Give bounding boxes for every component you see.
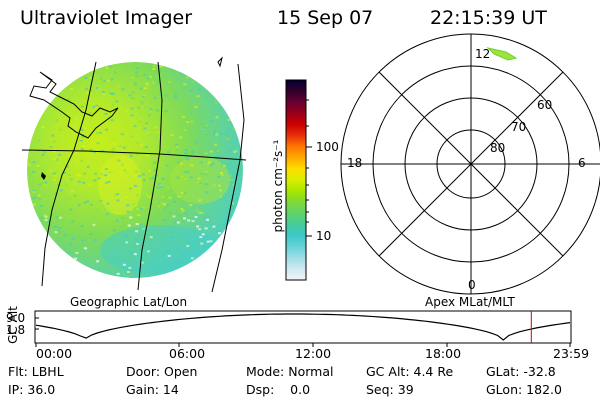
altitude-ytick-9: 9.0 — [6, 311, 26, 325]
status-mode: Mode: Normal — [246, 364, 334, 379]
lat-label-70: 70 — [511, 120, 527, 134]
coastline — [29, 71, 119, 139]
altitude-ytick-1-8: 1.8 — [6, 323, 26, 337]
colorbar — [285, 79, 307, 281]
status-seq: Seq: 39 — [366, 382, 414, 397]
mlt-label-6: 6 — [578, 156, 586, 170]
time-label: 22:15:39 UT — [430, 7, 547, 29]
status-ip: IP: 36.0 — [8, 382, 56, 397]
colorbar-tick-10: 10 — [316, 229, 332, 243]
xtick-2359: 23:59 — [553, 346, 590, 361]
geo-panel-label: Geographic Lat/Lon — [70, 295, 188, 309]
status-gc-alt: GC Alt: 4.4 Re — [366, 364, 454, 379]
status-glat: GLat: -32.8 — [486, 364, 556, 379]
lat-label-80: 80 — [490, 141, 506, 155]
xtick-0600: 06:00 — [169, 346, 206, 361]
altitude-curve — [35, 313, 571, 341]
mlt-label-12: 12 — [475, 47, 491, 61]
xtick-0000: 00:00 — [36, 346, 73, 361]
instrument-title: Ultraviolet Imager — [20, 7, 193, 29]
island-marker — [41, 172, 46, 180]
xtick-1200: 12:00 — [295, 346, 332, 361]
status-dsp: Dsp: 0.0 — [246, 382, 311, 397]
geo-grid — [21, 61, 247, 293]
altitude-plot — [34, 310, 572, 347]
lat-label-60: 60 — [537, 98, 553, 112]
status-glon: GLon: 182.0 — [486, 382, 562, 397]
colorbar-tick-100: 100 — [316, 140, 339, 154]
uv-earth-image — [27, 62, 243, 278]
polar-plot — [340, 33, 600, 295]
xtick-1800: 18:00 — [425, 346, 462, 361]
colorbar-label: photon cm⁻²s⁻¹ — [271, 139, 285, 233]
colorbar-ticks — [306, 99, 312, 237]
polar-panel-label: Apex MLat/MLT — [425, 295, 515, 309]
status-gain: Gain: 14 — [126, 382, 179, 397]
date-label: 15 Sep 07 — [277, 7, 374, 29]
image-noise — [27, 64, 243, 277]
auroral-emission — [486, 47, 518, 61]
mlt-label-18: 18 — [347, 156, 363, 170]
island — [217, 56, 223, 68]
mlt-label-0: 0 — [468, 278, 476, 292]
status-door: Door: Open — [126, 364, 198, 379]
status-flt: Flt: LBHL — [8, 364, 64, 379]
